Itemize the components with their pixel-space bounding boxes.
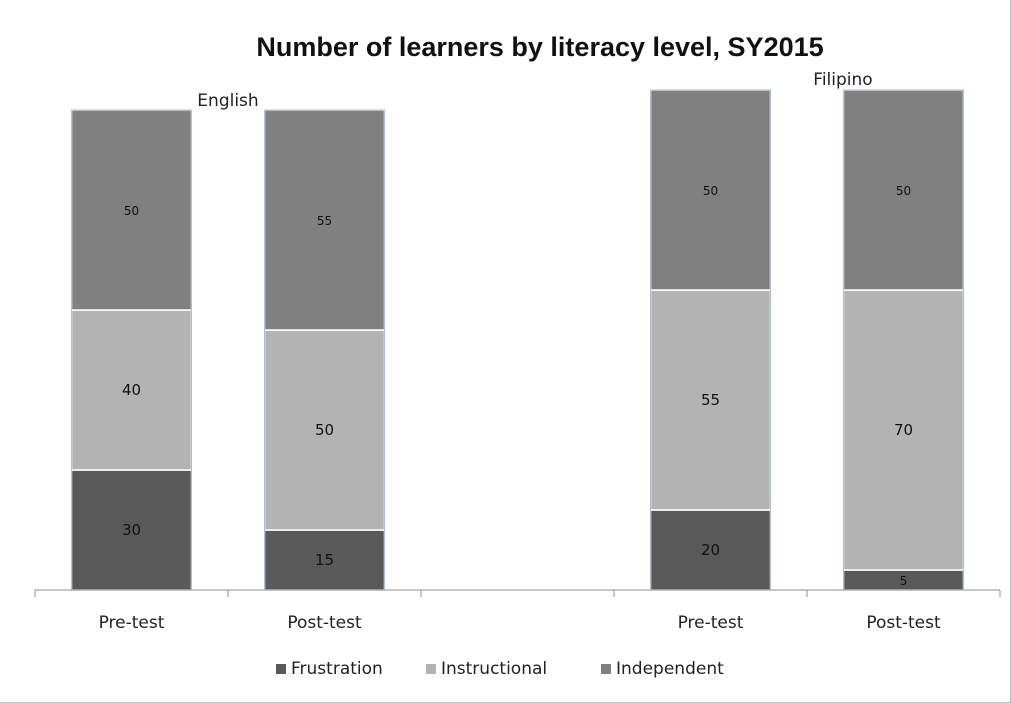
data-label-english-pre-test-frustration: 30 xyxy=(122,521,141,539)
tick-label-filipino-post-test: Post-test xyxy=(866,613,941,633)
legend-swatch-independent xyxy=(601,664,611,674)
data-label-english-pre-test-independent: 50 xyxy=(124,204,139,218)
bar-english-pre-test-instructional xyxy=(70,309,193,471)
legend-label-frustration: Frustration xyxy=(291,659,383,679)
bar-filipino-post-test-instructional xyxy=(842,289,965,571)
bar-filipino-pre-test-independent xyxy=(649,89,772,291)
data-label-english-post-test-frustration: 15 xyxy=(315,551,334,569)
bar-english-post-test-independent xyxy=(263,109,386,331)
chart-title: Number of learners by literacy level, SY… xyxy=(256,32,823,62)
bar-filipino-pre-test-frustration xyxy=(649,509,772,591)
legend-swatch-frustration xyxy=(276,664,286,674)
tick-label-english-post-test: Post-test xyxy=(287,613,362,633)
data-label-english-post-test-independent: 55 xyxy=(317,214,332,228)
group-label-filipino: Filipino xyxy=(813,70,872,90)
bar-english-pre-test-frustration xyxy=(70,469,193,591)
data-label-filipino-post-test-instructional: 70 xyxy=(894,421,913,439)
legend-label-instructional: Instructional xyxy=(441,659,547,679)
data-label-filipino-post-test-frustration: 5 xyxy=(900,574,908,588)
data-label-english-pre-test-instructional: 40 xyxy=(122,381,141,399)
legend-swatch-instructional xyxy=(426,664,436,674)
legend-label-independent: Independent xyxy=(616,659,724,679)
data-label-filipino-pre-test-independent: 50 xyxy=(703,184,718,198)
data-label-filipino-pre-test-frustration: 20 xyxy=(701,541,720,559)
data-label-filipino-pre-test-instructional: 55 xyxy=(701,391,720,409)
tick-label-english-pre-test: Pre-test xyxy=(99,613,165,633)
data-label-english-post-test-instructional: 50 xyxy=(315,421,334,439)
tick-label-filipino-pre-test: Pre-test xyxy=(678,613,744,633)
group-label-english: English xyxy=(197,91,258,111)
data-label-filipino-post-test-independent: 50 xyxy=(896,184,911,198)
bar-filipino-post-test-independent xyxy=(842,89,965,291)
